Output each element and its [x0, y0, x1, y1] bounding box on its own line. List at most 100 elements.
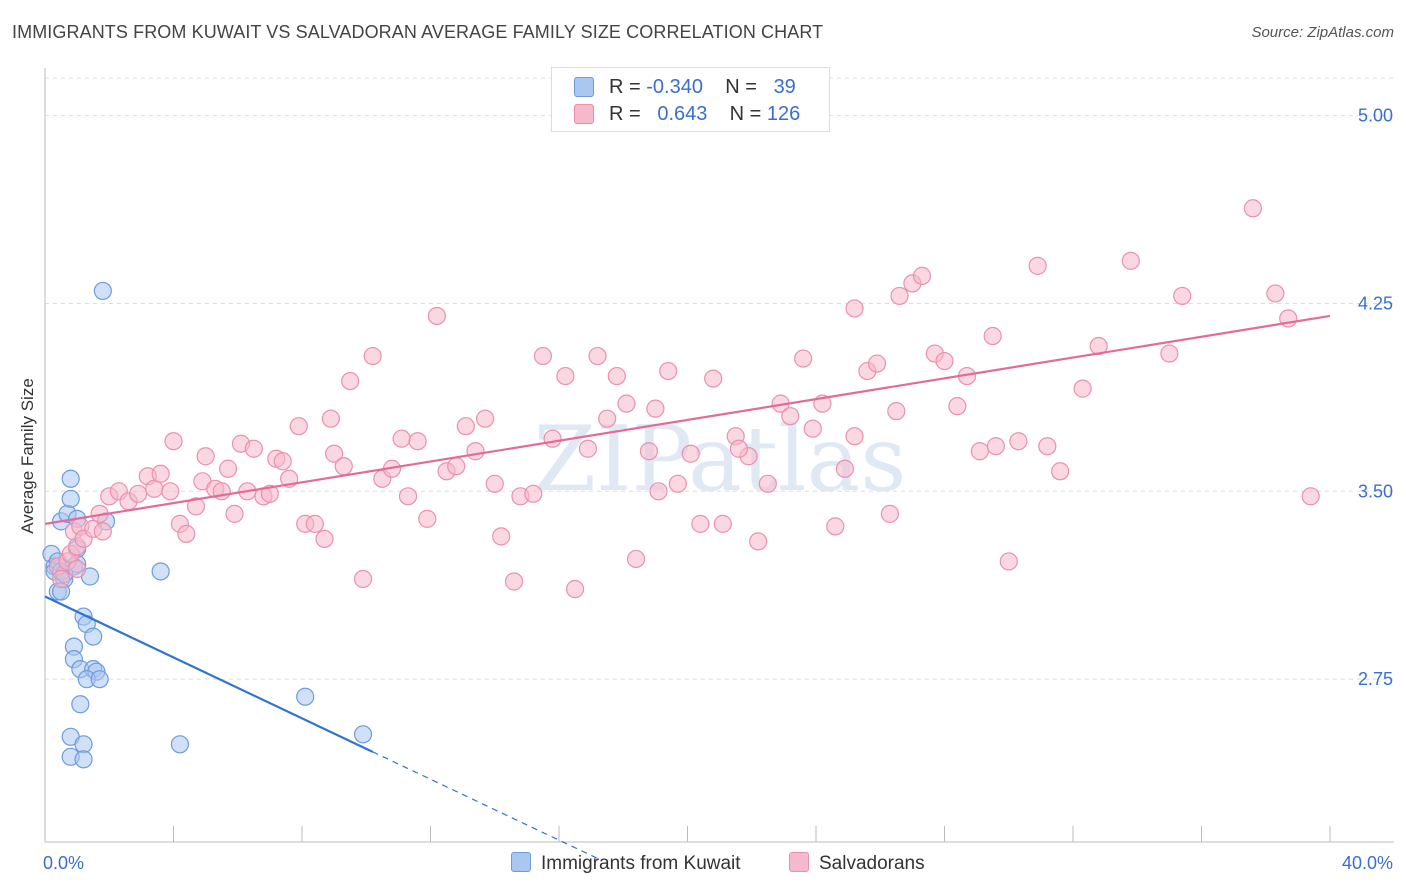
salvadoran-point: [704, 369, 723, 388]
y-tick-labels: 2.75 3.50 4.25 5.00: [1358, 106, 1393, 690]
salvadoran-point: [835, 459, 855, 478]
salvadoran-point: [447, 457, 466, 476]
trend-lines: [44, 314, 1331, 861]
kuwait-point: [74, 750, 93, 769]
salvadoran-point: [93, 522, 112, 541]
salvadoran-point: [219, 459, 238, 478]
kuwait-point: [170, 735, 190, 754]
salvadoran-point: [524, 484, 543, 503]
salvadoran-point: [867, 354, 887, 373]
salvadoran-point: [334, 457, 353, 476]
salvadoran-point: [758, 474, 777, 493]
legend-swatch-kuwait: [574, 77, 594, 97]
y-tick-label: 2.75: [1358, 669, 1393, 689]
salvadoran-point: [408, 432, 427, 451]
x-tick-label-min: 0.0%: [43, 853, 84, 873]
chart-title: IMMIGRANTS FROM KUWAIT VS SALVADORAN AVE…: [12, 22, 824, 42]
salvadoran-point: [321, 409, 341, 428]
kuwait-point: [93, 281, 112, 301]
salvadoran-point: [1160, 344, 1179, 363]
salvadoran-point: [543, 429, 562, 448]
salvadoran-point: [659, 361, 678, 381]
salvadoran-point: [826, 517, 845, 536]
salvadoran-point: [617, 394, 636, 413]
y-tick-label: 3.50: [1358, 481, 1393, 501]
bottom-legend-kuwait: Immigrants from Kuwait: [511, 852, 741, 875]
salvadoran-point: [392, 429, 411, 448]
kuwait-point: [61, 469, 80, 488]
kuwait-trend-line: [44, 595, 374, 753]
salvadoran-point: [646, 399, 665, 418]
source-label: Source: ZipAtlas.com: [1251, 24, 1394, 41]
salvadoran-point: [1121, 251, 1140, 270]
bottom-legend-swatch-kuwait: [511, 852, 531, 872]
salvadoran-point: [161, 482, 180, 501]
correlation-legend: R = -0.340 N = 39 R = 0.643 N = 126: [551, 67, 830, 132]
salvadoran-point: [607, 366, 626, 386]
salvadoran-point: [151, 464, 170, 483]
salvadoran-point: [225, 504, 244, 523]
x-tick-label-max: 40.0%: [1342, 853, 1393, 873]
salvadoran-point: [260, 484, 279, 503]
salvadoran-point: [1051, 462, 1070, 481]
kuwait-point: [71, 695, 90, 714]
salvadoran-point: [578, 439, 598, 458]
kuwait-point: [353, 725, 373, 744]
salvadoran-point: [639, 442, 659, 461]
kuwait-point: [61, 489, 80, 508]
salvadoran-point: [466, 442, 485, 461]
bottom-legend-swatch-salvadorans: [789, 852, 809, 872]
salvadoran-point: [1028, 256, 1047, 275]
salvadoran-point: [363, 346, 382, 366]
salvadoran-point: [186, 497, 206, 516]
salvadoran-point: [177, 524, 196, 543]
salvadoran-point: [164, 432, 183, 451]
salvadoran-point: [713, 514, 732, 533]
salvadoran-point: [845, 427, 864, 446]
salvadoran-point: [353, 569, 373, 589]
salvadoran-point: [668, 474, 687, 493]
y-tick-label: 4.25: [1358, 293, 1393, 313]
salvadoran-point: [476, 409, 495, 428]
salvadoran-point: [1009, 432, 1028, 451]
salvadoran-trend-line: [44, 314, 1331, 525]
kuwait-point: [296, 687, 315, 706]
salvadoran-point: [504, 572, 524, 591]
salvadoran-point: [1073, 379, 1092, 398]
salvadoran-point: [565, 579, 585, 599]
kuwait-point: [90, 670, 109, 689]
salvadoran-point: [935, 351, 954, 371]
y-axis-label: Average Family Size: [18, 378, 37, 534]
salvadoran-point: [456, 417, 475, 436]
salvadoran-point: [890, 286, 909, 306]
salvadoran-point: [649, 482, 668, 501]
salvadoran-point: [681, 444, 700, 463]
salvadoran-point: [485, 474, 504, 493]
salvadoran-point: [556, 366, 575, 386]
salvadoran-point: [492, 527, 511, 546]
salvadoran-point: [986, 437, 1006, 456]
salvadoran-point: [68, 559, 87, 579]
salvadoran-point: [1266, 284, 1285, 303]
salvadoran-point: [1301, 487, 1320, 506]
legend-stats-kuwait: R = -0.340 N = 39: [609, 76, 796, 98]
salvadoran-point: [273, 452, 292, 471]
salvadoran-point: [289, 417, 308, 436]
salvadoran-point: [970, 442, 989, 461]
salvadoran-point: [341, 371, 360, 391]
watermark: ZIPatlas: [533, 407, 906, 512]
y-tick-label: 5.00: [1358, 106, 1393, 126]
salvadoran-point: [626, 549, 646, 569]
bottom-legend-salvadorans: Salvadorans: [789, 852, 925, 875]
kuwait-point: [84, 627, 103, 646]
salvadoran-point: [983, 326, 1002, 346]
salvadoran-point: [781, 407, 800, 426]
legend-swatch-salvadorans: [574, 104, 594, 124]
salvadoran-point: [1173, 286, 1192, 306]
salvadoran-point: [999, 552, 1018, 571]
salvadoran-point: [794, 349, 813, 368]
salvadoran-point: [691, 514, 710, 533]
kuwait-trend-extension: [372, 751, 602, 861]
kuwait-point: [151, 562, 170, 581]
